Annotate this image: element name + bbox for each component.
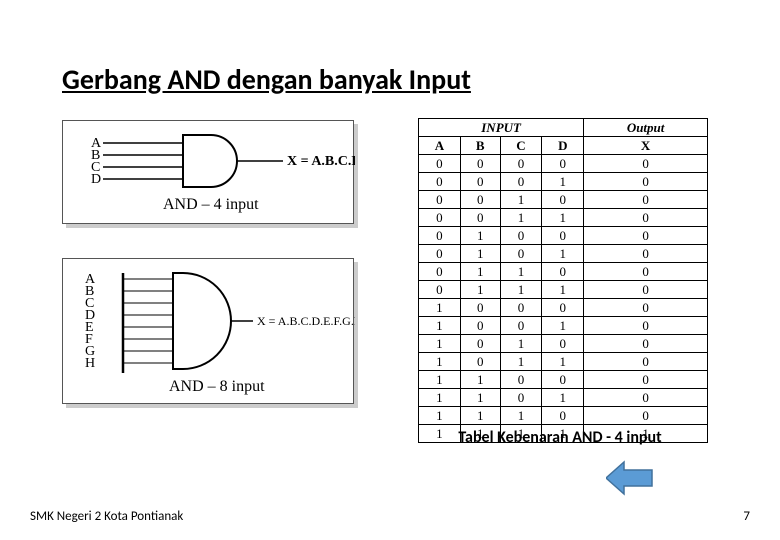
- truth-table: INPUT Output ABCDX 000000001000100001100…: [418, 118, 708, 443]
- back-arrow-icon[interactable]: [606, 460, 656, 501]
- gate8-label: AND – 8 input: [169, 378, 265, 395]
- table-row: 11010: [419, 389, 708, 407]
- gate4-label: AND – 4 input: [163, 196, 259, 213]
- and-4-gate-diagram: A B C D X = A.B.C.D AND – 4 input: [62, 120, 354, 224]
- gate4-input-d: D: [91, 172, 101, 187]
- truth-input-header: INPUT: [419, 119, 584, 137]
- table-row: 00000: [419, 155, 708, 173]
- gate4-equation: X = A.B.C.D: [287, 154, 355, 169]
- footer-text: SMK Negeri 2 Kota Pontianak: [30, 509, 183, 524]
- table-row: 01100: [419, 263, 708, 281]
- truth-col-d: D: [542, 137, 584, 155]
- table-row: 10110: [419, 353, 708, 371]
- table-row: 11000: [419, 371, 708, 389]
- table-row: 01010: [419, 245, 708, 263]
- table-row: 10010: [419, 317, 708, 335]
- table-row: 01110: [419, 281, 708, 299]
- truth-output-header: Output: [584, 119, 708, 137]
- gate8-equation: X = A.B.C.D.E.F.G.H: [257, 314, 355, 328]
- table-row: 00110: [419, 209, 708, 227]
- page-title: Gerbang AND dengan banyak Input: [62, 62, 471, 97]
- truth-col-c: C: [500, 137, 542, 155]
- table-row: 01000: [419, 227, 708, 245]
- table-row: 10000: [419, 299, 708, 317]
- table-row: 11100: [419, 407, 708, 425]
- table-row: 10100: [419, 335, 708, 353]
- gate8-input-h: H: [85, 356, 95, 371]
- page-number: 7: [743, 509, 750, 524]
- truth-col-b: B: [460, 137, 500, 155]
- table-row: 00010: [419, 173, 708, 191]
- table-row: 00100: [419, 191, 708, 209]
- truth-col-a: A: [419, 137, 461, 155]
- truth-col-x: X: [584, 137, 708, 155]
- table-caption: Tabel Kebenaran AND - 4 input: [400, 428, 720, 447]
- and-8-gate-diagram: A B C D E F G H X = A.B.C.D.E.F.G.H AND …: [62, 258, 354, 404]
